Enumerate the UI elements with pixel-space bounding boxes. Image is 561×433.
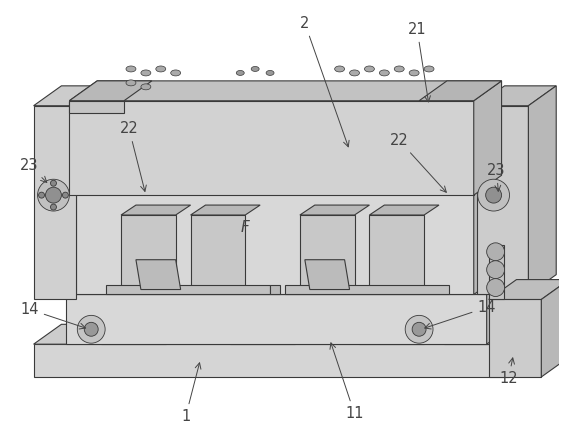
Polygon shape [34, 86, 104, 106]
Circle shape [39, 192, 44, 198]
Ellipse shape [424, 66, 434, 72]
Ellipse shape [141, 84, 151, 90]
Text: 11: 11 [330, 343, 364, 421]
Polygon shape [489, 300, 541, 377]
Ellipse shape [156, 66, 165, 72]
Polygon shape [489, 280, 561, 300]
Bar [489, 245, 504, 300]
Polygon shape [66, 275, 514, 294]
Polygon shape [370, 205, 439, 215]
Circle shape [487, 261, 504, 278]
Ellipse shape [126, 80, 136, 86]
Polygon shape [121, 215, 176, 290]
Circle shape [62, 192, 68, 198]
Polygon shape [305, 260, 350, 290]
Polygon shape [101, 322, 165, 344]
Text: 22: 22 [390, 133, 447, 192]
Polygon shape [191, 215, 245, 290]
Circle shape [405, 315, 433, 343]
Polygon shape [528, 86, 556, 294]
Polygon shape [477, 106, 528, 294]
Polygon shape [121, 205, 191, 215]
Circle shape [77, 315, 105, 343]
Ellipse shape [335, 66, 344, 72]
Polygon shape [70, 81, 502, 101]
Ellipse shape [251, 67, 259, 71]
Polygon shape [477, 86, 556, 106]
Polygon shape [70, 101, 473, 195]
Polygon shape [70, 81, 152, 101]
Circle shape [486, 187, 502, 203]
Text: 23: 23 [20, 158, 47, 182]
Circle shape [84, 322, 98, 336]
Polygon shape [106, 284, 270, 294]
Text: 23: 23 [488, 163, 506, 191]
Polygon shape [487, 275, 514, 344]
Polygon shape [66, 294, 487, 344]
Polygon shape [419, 81, 502, 101]
Polygon shape [270, 284, 280, 294]
Polygon shape [360, 322, 424, 344]
Circle shape [487, 278, 504, 297]
Polygon shape [136, 260, 181, 290]
Ellipse shape [365, 66, 374, 72]
Ellipse shape [126, 66, 136, 72]
Polygon shape [473, 81, 502, 195]
Text: 14: 14 [425, 300, 496, 329]
Text: F: F [241, 220, 250, 236]
Polygon shape [541, 280, 561, 377]
Polygon shape [473, 170, 502, 294]
Circle shape [50, 180, 57, 186]
Ellipse shape [266, 71, 274, 75]
Text: 1: 1 [181, 363, 201, 424]
Text: 14: 14 [20, 302, 86, 329]
Polygon shape [76, 190, 473, 294]
Ellipse shape [350, 70, 360, 76]
Circle shape [487, 243, 504, 261]
Circle shape [412, 322, 426, 336]
Polygon shape [508, 324, 536, 377]
Polygon shape [34, 344, 508, 377]
Text: 21: 21 [408, 22, 430, 102]
Polygon shape [300, 215, 355, 290]
Text: 12: 12 [499, 358, 518, 386]
Polygon shape [444, 322, 494, 344]
Polygon shape [76, 170, 502, 190]
Ellipse shape [236, 71, 244, 75]
Ellipse shape [379, 70, 389, 76]
Circle shape [38, 179, 70, 211]
Polygon shape [285, 284, 449, 294]
Polygon shape [191, 205, 260, 215]
Ellipse shape [409, 70, 419, 76]
Text: 22: 22 [119, 121, 146, 191]
Polygon shape [370, 215, 424, 290]
Circle shape [478, 179, 509, 211]
Ellipse shape [171, 70, 181, 76]
Polygon shape [231, 322, 295, 344]
Circle shape [50, 204, 57, 210]
Text: 2: 2 [300, 16, 349, 147]
Polygon shape [34, 324, 536, 344]
Ellipse shape [394, 66, 404, 72]
Polygon shape [300, 205, 370, 215]
Circle shape [45, 187, 61, 203]
Ellipse shape [141, 70, 151, 76]
Polygon shape [70, 101, 124, 113]
Polygon shape [34, 106, 76, 300]
